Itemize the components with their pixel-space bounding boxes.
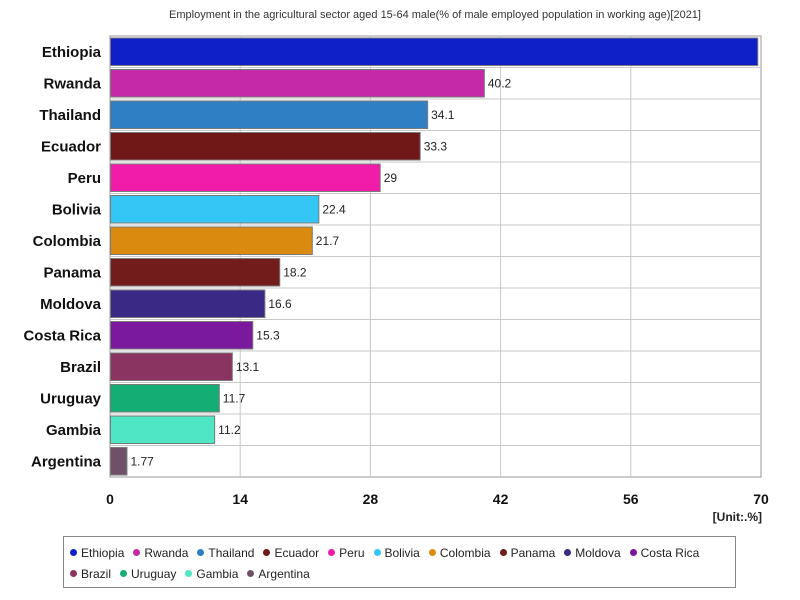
legend-label: Moldova <box>575 545 621 560</box>
category-label: Ecuador <box>41 138 101 155</box>
category-label: Gambia <box>46 422 102 439</box>
category-label: Ethiopia <box>42 44 102 61</box>
legend-label: Thailand <box>208 545 255 560</box>
legend-item[interactable]: Argentina <box>247 563 310 584</box>
category-label: Costa Rica <box>23 327 101 344</box>
chart-title: Employment in the agricultural sector ag… <box>169 9 701 21</box>
x-axis-ticks: 0 14 28 42 56 70 <box>106 491 769 507</box>
legend-item[interactable]: Peru <box>328 542 365 563</box>
legend-dot-icon <box>428 549 436 556</box>
legend-label: Uruguay <box>131 566 177 581</box>
bar-argentina <box>110 447 128 476</box>
legend-dot-icon <box>133 549 141 556</box>
legend-label: Brazil <box>81 566 112 581</box>
legend-label: Gambia <box>196 566 239 581</box>
legend-dot-icon <box>70 570 77 577</box>
value-label: 15.3 <box>256 328 280 342</box>
legend-dot-icon <box>564 549 572 556</box>
value-label: 11.2 <box>218 423 241 437</box>
category-label: Colombia <box>33 233 102 250</box>
legend-item[interactable]: Bolivia <box>373 542 420 563</box>
bars <box>110 37 759 476</box>
bar-thailand <box>110 100 429 129</box>
legend-label: Panama <box>510 545 556 560</box>
x-tick-label: 42 <box>493 491 509 507</box>
category-label: Moldova <box>40 296 101 313</box>
bar-brazil <box>110 352 233 381</box>
legend-dot-icon <box>629 549 637 556</box>
legend-item[interactable]: Brazil <box>70 563 111 584</box>
bar-colombia <box>110 226 313 255</box>
legend-dot-icon <box>499 549 507 556</box>
gridlines <box>110 36 761 477</box>
legend-label: Argentina <box>258 566 310 581</box>
legend-item[interactable]: Costa Rica <box>629 542 700 563</box>
legend-item[interactable]: Ethiopia <box>70 542 124 563</box>
legend-dot-icon <box>197 549 205 556</box>
category-labels: Ethiopia Rwanda Thailand Ecuador Peru Bolivia… <box>23 44 101 471</box>
legend-label: Peru <box>339 545 365 560</box>
value-label: 13.1 <box>236 360 260 374</box>
bar-uruguay <box>110 384 220 413</box>
bar-peru <box>110 163 381 192</box>
legend-item[interactable]: Thailand <box>197 542 254 563</box>
value-label: 33.3 <box>424 139 448 153</box>
legend-label: Colombia <box>439 545 491 560</box>
legend-item[interactable]: Panama <box>499 542 556 563</box>
legend-dot-icon <box>120 570 128 577</box>
value-label: 18.2 <box>283 265 307 279</box>
category-label: Rwanda <box>43 75 101 92</box>
category-label: Bolivia <box>52 201 102 218</box>
value-label: 29 <box>384 171 398 185</box>
legend-item[interactable]: Moldova <box>564 542 621 563</box>
category-label: Uruguay <box>40 390 102 407</box>
legend-dot-icon <box>247 570 255 577</box>
category-label: Brazil <box>60 359 101 376</box>
category-label: Argentina <box>31 453 102 470</box>
value-label: 16.6 <box>268 297 292 311</box>
legend-dot-icon <box>373 549 381 556</box>
legend-label: Costa Rica <box>640 545 700 560</box>
legend-label: Ecuador <box>274 545 320 560</box>
legend-dot-icon <box>70 549 77 556</box>
x-tick-label: 28 <box>363 491 379 507</box>
category-label: Thailand <box>39 107 101 124</box>
legend-label: Ethiopia <box>81 545 125 560</box>
value-label: 1.77 <box>130 454 154 468</box>
legend-dot-icon <box>263 549 271 556</box>
legend-item[interactable]: Gambia <box>185 563 238 584</box>
x-tick-label: 14 <box>232 491 248 507</box>
bar-costa-rica <box>110 321 254 350</box>
value-label: 22.4 <box>322 202 346 216</box>
value-label: 34.1 <box>431 108 455 122</box>
x-tick-label: 56 <box>623 491 639 507</box>
bar-ecuador <box>110 132 421 161</box>
bar-bolivia <box>110 195 320 224</box>
legend-label: Rwanda <box>144 545 189 560</box>
x-tick-label: 0 <box>106 491 114 507</box>
value-label: 21.7 <box>316 234 340 248</box>
legend-dot-icon <box>328 549 336 556</box>
legend-item[interactable]: Ecuador <box>263 542 319 563</box>
legend-dot-icon <box>185 570 193 577</box>
unit-label: [Unit:.%] <box>713 510 762 524</box>
legend-item[interactable]: Rwanda <box>133 542 188 563</box>
x-tick-label: 70 <box>753 491 769 507</box>
category-label: Panama <box>43 264 101 281</box>
bar-moldova <box>110 289 266 318</box>
legend-item[interactable]: Uruguay <box>120 563 176 584</box>
bar-rwanda <box>110 69 485 98</box>
category-label: Peru <box>68 170 101 187</box>
legend-label: Bolivia <box>384 545 420 560</box>
bar-panama <box>110 258 281 287</box>
value-label: 40.2 <box>488 76 512 90</box>
value-label: 11.7 <box>223 391 246 405</box>
legend-item[interactable]: Colombia <box>428 542 491 563</box>
bar-ethiopia <box>110 37 759 66</box>
value-labels: 40.2 34.1 33.3 29 22.4 21.7 18.2 16.6 15.3 13.1 11… <box>130 76 511 468</box>
legend: Ethiopia Rwanda Thailand Ecuador Peru Bolivia… <box>63 536 736 588</box>
bar-gambia <box>110 415 216 444</box>
